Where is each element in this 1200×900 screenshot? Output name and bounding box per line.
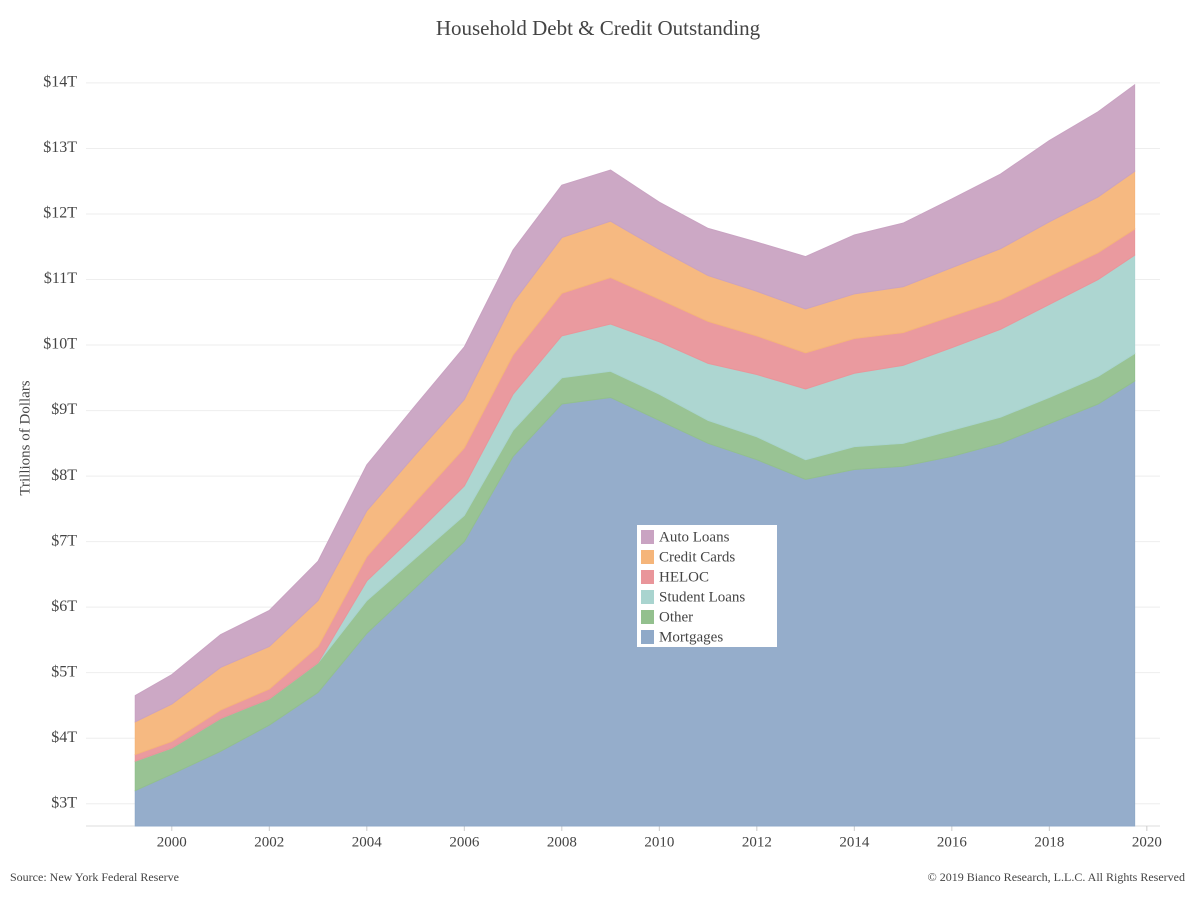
y-tick-label: $8T bbox=[51, 467, 77, 484]
legend-label: Credit Cards bbox=[659, 549, 735, 565]
legend-swatch bbox=[641, 610, 654, 624]
source: Source: New York Federal Reserve bbox=[10, 870, 179, 884]
x-tick-label: 2018 bbox=[1034, 834, 1064, 850]
y-tick-label: $4T bbox=[51, 729, 77, 746]
legend-swatch bbox=[641, 530, 654, 544]
x-tick-label: 2016 bbox=[937, 834, 968, 850]
legend-label: Other bbox=[659, 609, 693, 625]
chart-title: Household Debt & Credit Outstanding bbox=[436, 16, 761, 40]
legend-swatch bbox=[641, 570, 654, 584]
x-tick-label: 2006 bbox=[449, 834, 480, 850]
x-tick-label: 2012 bbox=[742, 834, 772, 850]
x-tick-label: 2020 bbox=[1132, 834, 1162, 850]
y-tick-label: $5T bbox=[51, 663, 77, 680]
copyright: © 2019 Bianco Research, L.L.C. All Right… bbox=[928, 870, 1185, 884]
x-tick-label: 2004 bbox=[352, 834, 383, 850]
y-tick-label: $13T bbox=[43, 139, 77, 156]
legend-label: Student Loans bbox=[659, 589, 745, 605]
y-tick-label: $11T bbox=[44, 270, 77, 287]
legend-label: Mortgages bbox=[659, 629, 723, 645]
x-tick-label: 2008 bbox=[547, 834, 577, 850]
legend-swatch bbox=[641, 630, 654, 644]
y-tick-label: $10T bbox=[43, 336, 77, 353]
y-tick-label: $9T bbox=[51, 401, 77, 418]
y-tick-label: $14T bbox=[43, 74, 77, 91]
x-tick-label: 2000 bbox=[157, 834, 187, 850]
y-tick-label: $3T bbox=[51, 794, 77, 811]
y-tick-label: $7T bbox=[51, 532, 77, 549]
y-tick-label: $12T bbox=[43, 205, 77, 222]
x-tick-label: 2002 bbox=[254, 834, 284, 850]
legend-label: Auto Loans bbox=[659, 529, 730, 545]
legend-label: HELOC bbox=[659, 569, 709, 585]
x-tick-label: 2010 bbox=[644, 834, 674, 850]
y-axis-label: Trillions of Dollars bbox=[17, 380, 33, 495]
area bbox=[134, 83, 1136, 723]
legend-swatch bbox=[641, 550, 654, 564]
x-tick-label: 2014 bbox=[839, 834, 870, 850]
y-tick-label: $6T bbox=[51, 598, 77, 615]
legend-box bbox=[637, 525, 777, 647]
legend-swatch bbox=[641, 590, 654, 604]
